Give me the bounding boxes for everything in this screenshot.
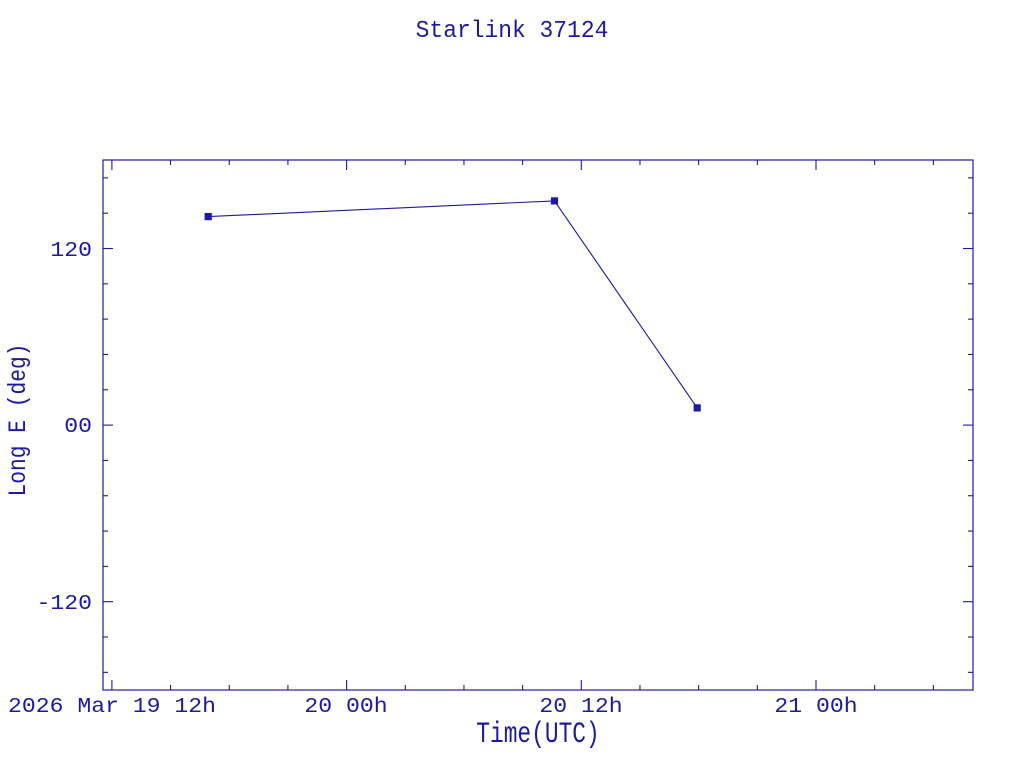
svg-text:21 00h: 21 00h — [774, 694, 857, 719]
svg-text:2026 Mar 19 12h: 2026 Mar 19 12h — [8, 694, 216, 719]
svg-text:120: 120 — [50, 238, 92, 263]
svg-text:20 00h: 20 00h — [304, 694, 387, 719]
svg-text:00: 00 — [64, 414, 92, 439]
svg-text:-120: -120 — [37, 591, 92, 616]
svg-text:Long E (deg): Long E (deg) — [5, 344, 33, 497]
svg-text:Starlink 37124: Starlink 37124 — [416, 18, 609, 46]
svg-text:20 12h: 20 12h — [539, 694, 622, 719]
svg-text:Time(UTC): Time(UTC) — [476, 717, 599, 751]
